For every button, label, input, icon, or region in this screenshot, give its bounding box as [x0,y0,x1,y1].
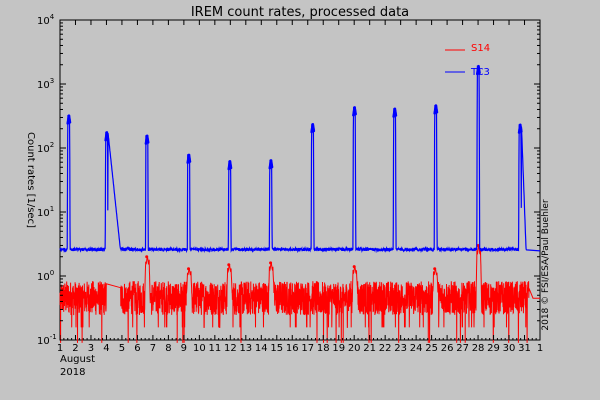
legend-label-s14: S14 [471,43,490,54]
x-tick-label: 29 [487,343,500,354]
data-point-s14-peak [227,263,231,267]
chart-title: IREM count rates, processed data [191,5,409,20]
y-tick-label: 101 [37,205,54,219]
x-tick-label: 3 [88,343,94,354]
plot-area [59,19,541,343]
data-point-tc3-peak [106,137,110,141]
data-point-s14-peak [187,267,191,271]
x-tick-label: 16 [286,343,299,354]
credit-text: 2018 © FSI/ESA/Paul Buehler [541,199,551,331]
x-tick-label: 13 [239,343,252,354]
data-point-tc3-peak [146,141,150,144]
x-tick-label: 10 [193,343,206,354]
data-point-tc3-peak [394,114,398,117]
x-tick-label: 11 [208,343,221,354]
x-tick-label: 17 [301,343,314,354]
x-tick-label: 2 [72,343,78,354]
y-tick-label: 103 [37,77,54,91]
x-tick-label: 19 [332,343,345,354]
y-tick-label: 104 [37,13,55,27]
x-tick-label: 15 [270,343,283,354]
x-month-label: August [60,354,95,365]
x-tick-label: 31 [518,343,531,354]
x-tick-label: 24 [410,343,423,354]
data-point-tc3-peak [520,130,523,133]
x-tick-label: 6 [134,343,140,354]
x-tick-label: 28 [472,343,485,354]
x-tick-label: 8 [165,343,171,354]
y-axis: 10-1 100 101 102 103 104 [37,13,540,347]
x-tick-label: 21 [363,343,376,354]
x-tick-label: 14 [255,343,268,354]
y-axis-label: Count rates [1/sec] [25,132,36,228]
x-tick-label: 27 [456,343,469,354]
data-point-tc3-peak [312,129,316,133]
data-point-s14-peak [352,265,356,269]
data-point-tc3-peak [188,160,192,163]
x-tick-label: 12 [224,343,237,354]
y-tick-label: 102 [37,141,54,155]
x-tick-label: 23 [394,343,407,354]
data-point-tc3-peak [354,112,357,116]
series-layer [59,64,541,343]
x-tick-label: 7 [150,343,156,354]
x-tick-label: 5 [119,343,125,354]
x-tick-label: 20 [348,343,361,354]
x-tick-label: 26 [441,343,454,354]
x-tick-label: 1 [57,343,63,354]
x-tick-label: 1 [537,343,543,354]
x-tick-label: 18 [317,343,330,354]
x-tick-label: 30 [503,343,516,354]
data-point-tc3-peak [229,166,233,170]
data-point-tc3-peak [435,110,439,114]
legend-label-tc3: TC3 [470,67,490,78]
data-point-tc3-peak [270,165,274,169]
x-axis: 1 2 3 4 5 6 7 8 9 10 11 12 13 14 15 16 17 18 19 20 21 22 23 24 2… [57,20,543,354]
series-line-s14 [59,244,540,343]
legend: S14 TC3 [445,43,490,78]
data-point-tc3-peak [68,120,72,124]
y-tick-label: 10-1 [37,333,57,347]
data-point-tc3-peak [478,71,481,75]
data-point-s14-peak [269,261,273,265]
x-tick-label: 9 [181,343,187,354]
data-point-s14-peak [433,267,437,271]
x-year-label: 2018 [60,367,85,378]
x-tick-label: 4 [103,343,109,354]
data-point-s14-peak [145,255,149,259]
y-tick-label: 100 [37,269,54,283]
x-tick-label: 25 [425,343,438,354]
series-line-tc3 [59,65,541,254]
x-tick-label: 22 [379,343,392,354]
